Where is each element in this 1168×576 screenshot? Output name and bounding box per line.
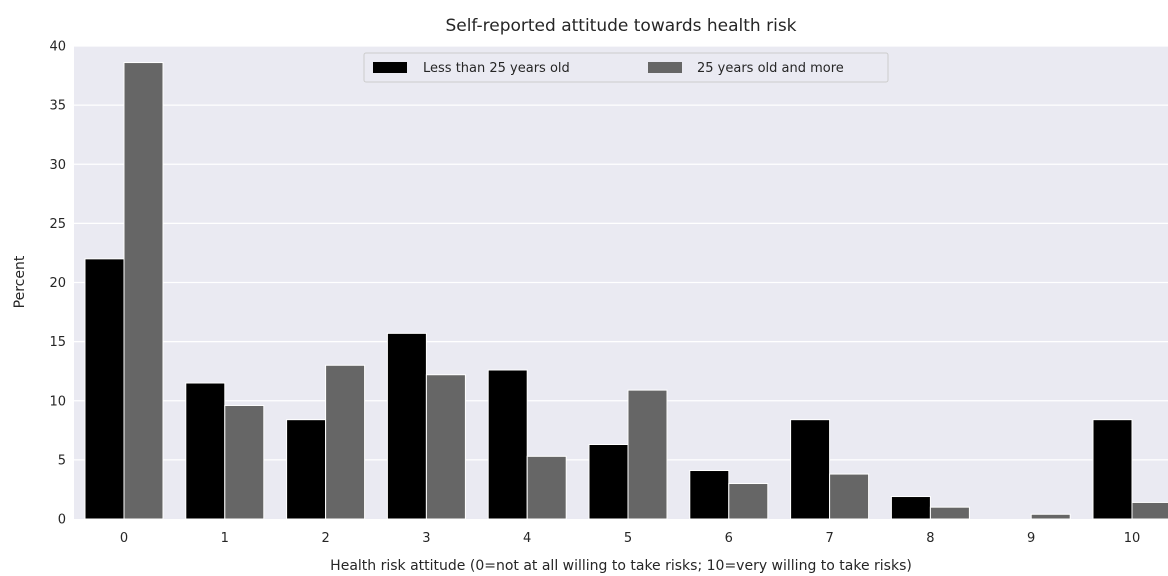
bar-under-25 [588,444,629,520]
x-tick-label: 1 [221,531,229,546]
bar-25-and-over [929,506,970,520]
legend-label-25-and-over: 25 years old and more [697,61,844,76]
bar-under-25 [1092,419,1133,520]
bar-under-25 [185,382,226,520]
legend-box [363,52,889,83]
bar-25-and-over [224,404,265,520]
bar-under-25 [790,419,831,520]
legend: Less than 25 years old 25 years old and … [363,52,889,83]
bar-25-and-over [325,364,366,520]
y-axis-label: Percent [12,255,28,308]
x-tick-label: 0 [120,531,128,546]
bar-25-and-over [829,473,870,520]
y-tick-labels: 0 5 10 15 20 25 30 35 40 [49,40,66,528]
y-tick-label: 20 [49,276,66,291]
x-tick-label: 2 [321,531,329,546]
x-tick-label: 3 [422,531,430,546]
legend-label-under-25: Less than 25 years old [423,61,570,76]
y-tick-label: 25 [49,217,66,232]
bar-under-25 [689,470,730,520]
bar-25-and-over [425,374,466,520]
y-tick-label: 30 [49,158,66,173]
x-tick-label: 10 [1124,531,1141,546]
legend-swatch-under-25 [373,62,407,73]
y-tick-label: 15 [49,335,66,350]
x-tick-label: 7 [825,531,833,546]
bar-25-and-over [728,483,769,520]
bar-under-25 [890,496,931,520]
bar-under-25 [386,332,427,520]
x-tick-label: 5 [624,531,632,546]
bar-under-25 [286,419,327,520]
y-tick-label: 10 [49,394,66,409]
legend-swatch-25-and-over [648,62,682,73]
x-tick-label: 6 [725,531,733,546]
x-tick-label: 8 [926,531,934,546]
bars [84,62,1168,520]
x-axis-label: Health risk attitude (0=not at all willi… [330,558,912,574]
chart-title: Self-reported attitude towards health ri… [445,16,796,36]
x-tick-label: 4 [523,531,531,546]
bar-under-25 [487,369,528,520]
bar-25-and-over [1131,501,1168,520]
bar-25-and-over [627,389,668,520]
bar-25-and-over [123,62,164,520]
y-tick-label: 40 [49,40,66,55]
x-tick-labels: 0 1 2 3 4 5 6 7 8 9 10 [120,531,1140,546]
y-tick-label: 35 [49,99,66,114]
x-tick-label: 9 [1027,531,1035,546]
bar-under-25 [84,258,125,520]
y-tick-label: 0 [58,513,66,528]
bar-25-and-over [1030,513,1071,520]
y-tick-label: 5 [58,453,66,468]
bar-25-and-over [526,455,567,520]
